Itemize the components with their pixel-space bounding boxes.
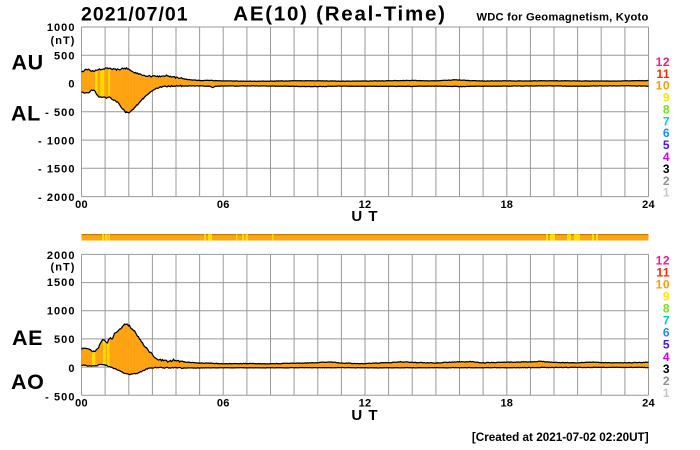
svg-text:5: 5 [663, 338, 670, 352]
svg-text:3: 3 [663, 162, 670, 176]
svg-text:U T: U T [351, 208, 378, 225]
svg-text:24: 24 [642, 398, 655, 410]
svg-text:8: 8 [663, 302, 670, 316]
svg-text:12: 12 [656, 55, 670, 69]
svg-text:10: 10 [656, 79, 670, 93]
svg-text:12: 12 [359, 398, 372, 410]
svg-text:AE(10) (Real-Time): AE(10) (Real-Time) [233, 2, 446, 25]
svg-text:U T: U T [351, 407, 378, 424]
svg-text:- 2000: - 2000 [38, 192, 76, 204]
svg-text:18: 18 [500, 398, 513, 410]
svg-text:WDC for Geomagnetism, Kyoto: WDC for Geomagnetism, Kyoto [477, 12, 649, 24]
svg-text:- 1000: - 1000 [38, 135, 76, 147]
svg-text:1000: 1000 [47, 22, 76, 34]
svg-text:0: 0 [68, 79, 75, 91]
svg-text:00: 00 [75, 199, 88, 211]
svg-text:- 500: - 500 [45, 392, 75, 404]
svg-text:4: 4 [663, 150, 670, 164]
svg-text:2: 2 [663, 374, 670, 388]
svg-text:7: 7 [663, 114, 670, 128]
svg-text:AO: AO [11, 370, 44, 394]
svg-text:24: 24 [642, 199, 655, 211]
svg-text:1000: 1000 [47, 306, 76, 318]
svg-text:4: 4 [663, 350, 670, 364]
svg-text:06: 06 [217, 398, 230, 410]
svg-text:12: 12 [359, 199, 372, 211]
svg-text:2: 2 [663, 174, 670, 188]
svg-text:AU: AU [12, 50, 44, 74]
svg-text:3: 3 [663, 362, 670, 376]
svg-text:12: 12 [656, 253, 670, 267]
svg-text:00: 00 [75, 398, 88, 410]
svg-text:2000: 2000 [47, 250, 76, 262]
svg-text:6: 6 [663, 126, 670, 140]
svg-text:5: 5 [663, 138, 670, 152]
svg-text:1: 1 [663, 386, 670, 400]
svg-text:(nT): (nT) [51, 35, 76, 47]
svg-text:06: 06 [217, 199, 230, 211]
svg-text:- 500: - 500 [45, 107, 75, 119]
svg-text:7: 7 [663, 314, 670, 328]
svg-text:18: 18 [500, 199, 513, 211]
svg-text:10: 10 [656, 277, 670, 291]
svg-text:11: 11 [656, 67, 670, 81]
svg-text:9: 9 [663, 290, 670, 304]
svg-text:(nT): (nT) [51, 261, 76, 273]
svg-text:AL: AL [11, 102, 41, 126]
svg-text:[Created at 2021-07-02 02:20UT: [Created at 2021-07-02 02:20UT] [472, 431, 649, 444]
svg-text:1: 1 [663, 186, 670, 200]
svg-text:1500: 1500 [47, 277, 76, 289]
svg-text:- 1500: - 1500 [38, 164, 76, 176]
svg-text:8: 8 [663, 103, 670, 117]
svg-text:2021/07/01: 2021/07/01 [81, 4, 189, 26]
svg-text:9: 9 [663, 91, 670, 105]
svg-text:0: 0 [68, 363, 75, 375]
svg-text:500: 500 [54, 50, 76, 62]
svg-text:11: 11 [656, 265, 670, 279]
svg-text:6: 6 [663, 326, 670, 340]
svg-text:500: 500 [54, 334, 76, 346]
svg-text:AE: AE [12, 326, 43, 350]
